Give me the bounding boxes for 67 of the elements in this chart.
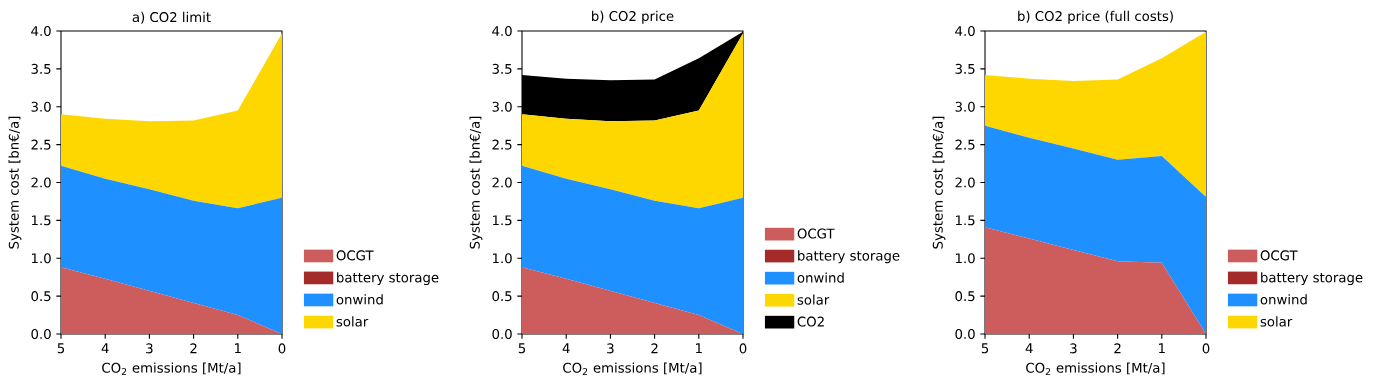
x-tick-label: 0 <box>1202 343 1210 354</box>
x-tick-label: 1 <box>1159 343 1165 354</box>
y-tick-label: 2.0 <box>492 177 512 188</box>
x-tick-label: 5 <box>518 343 526 354</box>
y-tick-label: 0.5 <box>955 291 975 302</box>
y-tick-label: 0.0 <box>955 328 975 340</box>
y-tick-label: 1.5 <box>492 215 512 226</box>
x-tick-label: 2 <box>651 343 658 354</box>
y-tick-label: 2.0 <box>955 177 975 188</box>
x-tick-label: 4 <box>101 343 109 354</box>
y-tick-label: 3.0 <box>31 101 51 112</box>
legend-label: solar <box>797 294 830 305</box>
y-axis-title: System cost [bn€/a] <box>932 116 946 249</box>
y-axis-title: System cost [bn€/a] <box>8 116 22 249</box>
x-tick-label: 1 <box>696 343 702 354</box>
legend-label: battery storage <box>798 250 900 264</box>
y-tick-label: 2.0 <box>31 177 51 188</box>
x-axis-title: CO$_{2}$ emissions [Mt/a] <box>1026 362 1165 375</box>
x-tick-label: 5 <box>981 343 989 354</box>
x-axis-title: CO$_{2}$ emissions [Mt/a] <box>563 362 702 375</box>
y-tick-label: 0.5 <box>492 291 512 302</box>
chart-title: a) CO2 limit <box>132 11 211 24</box>
y-tick-label: 1.5 <box>31 215 51 226</box>
y-tick-label: 0.5 <box>31 291 51 302</box>
y-tick-label: 3.5 <box>492 63 512 74</box>
y-tick-label: 0.0 <box>31 328 51 340</box>
x-tick-label: 5 <box>57 343 65 354</box>
y-tick-label: 2.5 <box>31 139 51 150</box>
y-tick-label: 3.5 <box>31 63 51 74</box>
x-tick-label: 0 <box>739 343 747 354</box>
chart-title: b) CO2 price (full costs) <box>1018 10 1173 24</box>
x-tick-label: 4 <box>1025 343 1033 354</box>
x-axis-title: CO$_{2}$ emissions [Mt/a] <box>102 362 241 375</box>
y-tick-label: 2.5 <box>492 139 512 150</box>
y-tick-label: 3.5 <box>955 63 975 74</box>
y-tick-label: 4.0 <box>955 25 975 37</box>
legend-label: OCGT <box>1260 250 1298 261</box>
x-tick-label: 3 <box>1070 343 1077 354</box>
y-tick-label: 1.0 <box>31 253 51 264</box>
legend-label: battery storage <box>1261 272 1363 286</box>
y-tick-label: 1.0 <box>955 253 975 264</box>
x-tick-label: 0 <box>278 343 286 354</box>
legend-label: battery storage <box>337 272 439 286</box>
y-tick-label: 4.0 <box>31 25 51 37</box>
y-tick-label: 3.0 <box>492 101 512 112</box>
legend-label: solar <box>336 316 369 327</box>
legend-label: onwind <box>797 272 844 283</box>
legend-label: onwind <box>336 294 383 305</box>
legend-label: solar <box>1260 316 1293 327</box>
legend-label: CO2 <box>797 316 824 327</box>
x-tick-label: 2 <box>1114 343 1121 354</box>
legend-label: OCGT <box>336 250 374 261</box>
chart-title: b) CO2 price <box>592 10 674 24</box>
x-tick-label: 2 <box>190 343 197 354</box>
y-tick-label: 4.0 <box>492 25 512 37</box>
y-tick-label: 1.5 <box>955 215 975 226</box>
x-tick-label: 3 <box>146 343 153 354</box>
legend-label: OCGT <box>797 228 835 239</box>
y-tick-label: 1.0 <box>492 253 512 264</box>
y-tick-label: 2.5 <box>955 139 975 150</box>
y-tick-label: 0.0 <box>492 328 512 340</box>
y-axis-title: System cost [bn€/a] <box>469 116 483 249</box>
y-tick-label: 3.0 <box>955 101 975 112</box>
legend-label: onwind <box>1260 294 1307 305</box>
x-tick-label: 3 <box>607 343 614 354</box>
x-tick-label: 1 <box>235 343 241 354</box>
x-tick-label: 4 <box>562 343 570 354</box>
